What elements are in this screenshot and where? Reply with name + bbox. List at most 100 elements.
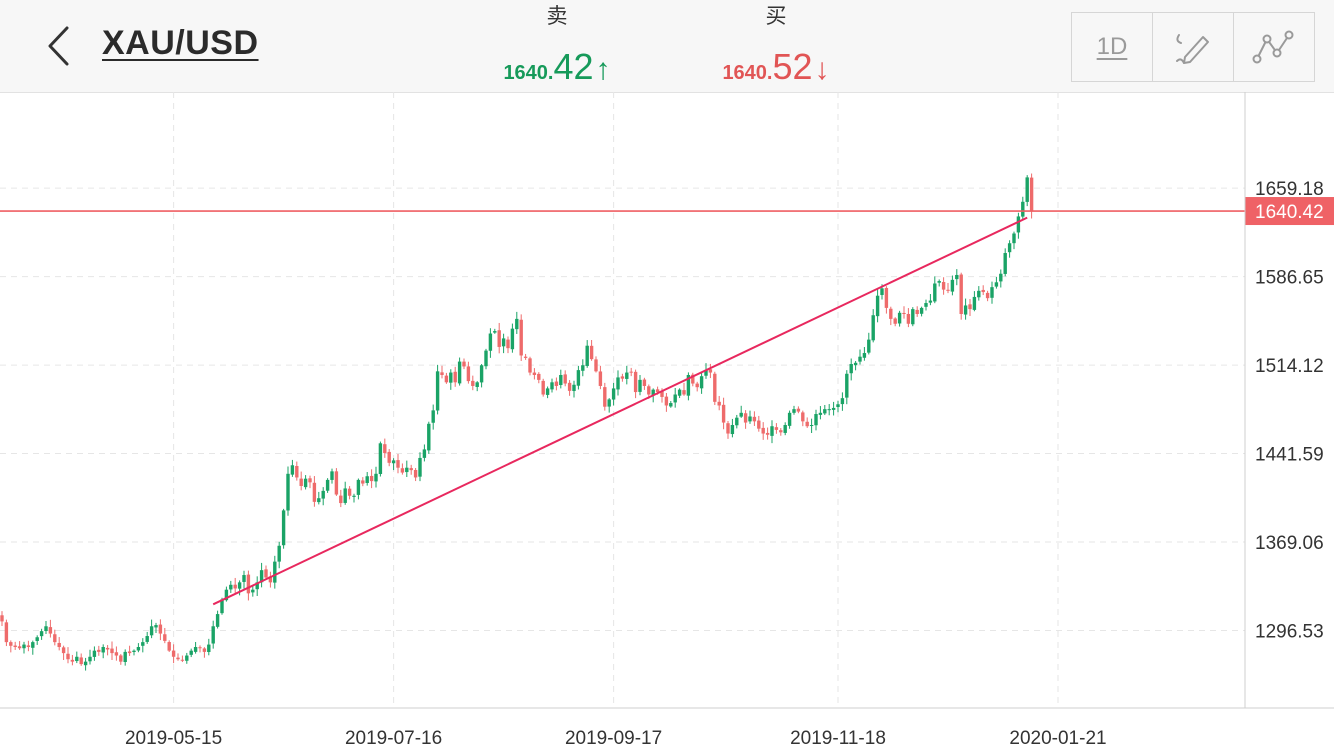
- candle: [528, 356, 532, 376]
- candle: [66, 647, 70, 664]
- candle-body: [145, 636, 149, 642]
- candle: [374, 466, 378, 488]
- candle-body: [409, 468, 413, 471]
- candle: [453, 366, 457, 387]
- candle: [193, 641, 198, 654]
- candle: [897, 310, 902, 327]
- candle-body: [39, 631, 44, 637]
- candle-body: [1007, 243, 1012, 253]
- candle: [506, 336, 510, 354]
- candle: [919, 306, 924, 317]
- candle-body: [383, 444, 387, 454]
- candle-body: [466, 366, 471, 382]
- candle: [611, 382, 616, 406]
- candle: [501, 333, 506, 354]
- candle: [44, 620, 48, 634]
- candle: [57, 637, 61, 651]
- candle-body: [985, 292, 990, 299]
- candle-body: [708, 369, 713, 373]
- candle-body: [440, 372, 444, 375]
- candle-body: [589, 345, 594, 360]
- candle-body: [515, 318, 519, 330]
- candle-body: [761, 427, 765, 434]
- candle-body: [924, 303, 928, 307]
- symbol-title[interactable]: XAU/USD: [102, 24, 259, 62]
- candle: [1003, 248, 1007, 277]
- candle: [673, 387, 677, 408]
- candle-body: [897, 312, 902, 324]
- sell-quote[interactable]: 卖 1640.42↑: [457, 2, 657, 88]
- candle-body: [347, 488, 352, 496]
- candle-body: [53, 634, 57, 643]
- candle: [396, 454, 400, 474]
- candle-body: [713, 373, 717, 402]
- candle-body: [647, 386, 651, 395]
- candle: [251, 585, 255, 597]
- y-axis-tick-label: 1586.65: [1255, 268, 1324, 289]
- candle-body: [202, 648, 207, 652]
- candle: [61, 645, 66, 660]
- candle: [242, 570, 246, 589]
- candle: [158, 619, 163, 641]
- candle: [369, 469, 374, 489]
- y-axis-tick-label: 1369.06: [1255, 533, 1324, 554]
- current-price-tag-label: 1640.42: [1255, 202, 1324, 223]
- candle-body: [880, 288, 884, 295]
- candle: [915, 306, 919, 317]
- draw-tool-button[interactable]: [1153, 13, 1234, 81]
- sell-price: 1640.42↑: [457, 46, 657, 88]
- candle: [567, 380, 572, 396]
- candle: [497, 322, 501, 354]
- candle-body: [510, 328, 515, 350]
- candle: [400, 463, 405, 475]
- candle: [136, 643, 141, 653]
- candle: [281, 508, 286, 549]
- buy-quote[interactable]: 买 1640.52↓: [676, 2, 876, 88]
- candle: [792, 405, 796, 415]
- candle: [457, 357, 462, 386]
- indicator-button[interactable]: [1234, 13, 1314, 81]
- candle: [13, 641, 17, 650]
- candle-body: [651, 389, 655, 396]
- candle-body: [506, 339, 510, 349]
- candle: [110, 641, 114, 660]
- candle: [682, 382, 686, 396]
- candle-body: [867, 339, 871, 353]
- candle: [273, 555, 277, 589]
- candle-body: [180, 659, 185, 661]
- candle: [435, 364, 440, 415]
- candle: [858, 349, 862, 365]
- candle-body: [259, 570, 264, 583]
- candle-body: [581, 365, 585, 371]
- candle-body: [770, 426, 774, 436]
- candle: [836, 400, 840, 413]
- candle-body: [1021, 201, 1025, 217]
- back-button[interactable]: [40, 22, 80, 70]
- candle: [48, 619, 53, 638]
- candle-body: [352, 495, 356, 497]
- candle: [589, 339, 594, 361]
- candle: [902, 306, 906, 319]
- candle-body: [893, 318, 897, 324]
- candle: [176, 653, 180, 661]
- candle-body: [585, 345, 589, 366]
- candle: [114, 646, 119, 661]
- candle-body: [523, 356, 528, 358]
- candlestick-chart[interactable]: 1640.42 1659.18 1586.65 1514.12 1441.59 1369…: [0, 92, 1334, 750]
- candle-body: [75, 656, 79, 662]
- candle: [867, 332, 871, 355]
- interval-button[interactable]: 1D: [1072, 13, 1153, 81]
- candle-body: [479, 365, 484, 383]
- candle: [31, 640, 35, 655]
- candle-body: [299, 478, 303, 486]
- candle: [97, 645, 101, 656]
- candle: [620, 373, 625, 382]
- sell-label: 卖: [546, 5, 568, 28]
- candle-body: [449, 372, 453, 383]
- candle-body: [321, 490, 325, 499]
- candle: [840, 392, 845, 411]
- candle-body: [792, 409, 796, 413]
- chart-toolbar: 1D: [1071, 12, 1315, 82]
- candle: [563, 370, 567, 387]
- candle: [9, 640, 13, 653]
